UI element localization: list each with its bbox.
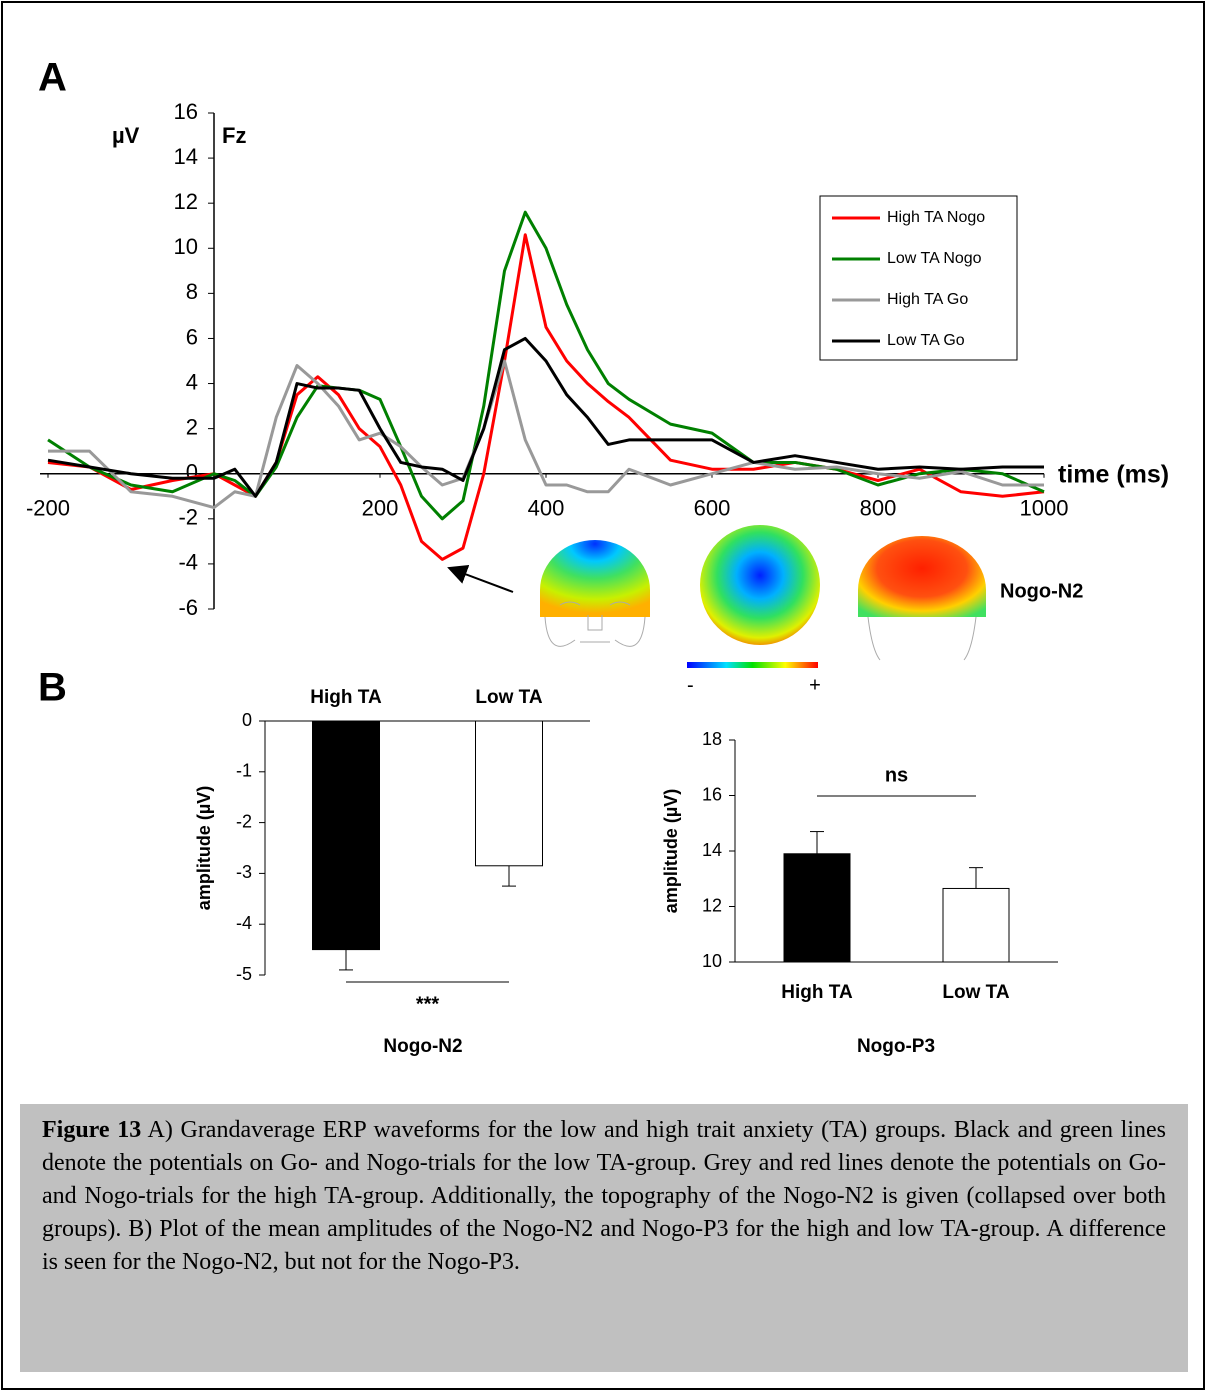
- scale-min: -: [687, 674, 694, 696]
- y-tick-label: -5: [236, 964, 252, 984]
- bar: [312, 720, 380, 951]
- legend-label: High TA Go: [887, 291, 968, 308]
- topomaps: [447, 525, 986, 668]
- legend-box: [819, 195, 1018, 361]
- category-label: High TA: [310, 687, 382, 708]
- y-tick-label: 2: [186, 414, 198, 439]
- category-label: High TA: [781, 982, 853, 1003]
- y-tick-label: -4: [178, 550, 198, 575]
- x-tick-label: -200: [26, 496, 70, 521]
- x-tick-label: 400: [528, 496, 565, 521]
- y-tick-label: 12: [174, 189, 198, 214]
- y-tick-label: 8: [186, 279, 198, 304]
- x-axis-label: Nogo-P3: [857, 1036, 935, 1057]
- y-tick-label: 14: [174, 144, 198, 169]
- x-tick-label: 1000: [1020, 496, 1069, 521]
- x-tick-label: 600: [694, 496, 731, 521]
- y-tick-label: -2: [178, 505, 198, 530]
- legend-label: Low TA Go: [887, 332, 965, 349]
- y-tick-label: 12: [702, 895, 722, 915]
- y-tick-label: 18: [702, 729, 722, 749]
- chart-title: Fz: [222, 123, 246, 148]
- category-label: Low TA: [475, 687, 542, 708]
- y-tick-label: -1: [236, 761, 252, 781]
- scale-max: +: [809, 674, 821, 696]
- caption: Figure 13 A) Grandaverage ERP waveforms …: [20, 1104, 1188, 1372]
- significance-label: ns: [885, 764, 908, 786]
- x-axis-label: Nogo-N2: [383, 1036, 462, 1057]
- y-axis-label: µV: [112, 123, 140, 148]
- x-axis-label: time (ms): [1058, 461, 1169, 489]
- panel-label: B: [38, 666, 67, 710]
- y-tick-label: -6: [178, 595, 198, 620]
- panel-label: A: [38, 56, 67, 100]
- y-tick-label: -3: [236, 862, 252, 882]
- line-series: [47, 210, 1045, 521]
- significance-label: ***: [416, 993, 440, 1015]
- y-tick-label: 0: [242, 710, 252, 730]
- bar: [475, 720, 543, 867]
- x-tick-label: 200: [362, 496, 399, 521]
- y-tick-label: 6: [186, 324, 198, 349]
- y-tick-label: 10: [174, 234, 198, 259]
- y-tick-label: -4: [236, 913, 252, 933]
- x-tick-label: 800: [860, 496, 897, 521]
- bar: [942, 887, 1010, 963]
- bar: [783, 853, 851, 963]
- y-tick-label: 14: [702, 840, 722, 860]
- legend-label: Low TA Nogo: [887, 250, 982, 267]
- category-label: Low TA: [942, 982, 1009, 1003]
- caption-text: A) Grandaverage ERP waveforms for the lo…: [42, 1117, 1167, 1275]
- y-tick-label: 10: [702, 951, 722, 971]
- topo-label: Nogo-N2: [1000, 580, 1083, 602]
- y-axis-label: amplitude (µV): [661, 789, 681, 913]
- legend-label: High TA Nogo: [887, 209, 985, 226]
- y-tick-label: -2: [236, 811, 252, 831]
- caption-label: Figure 13: [42, 1117, 142, 1143]
- y-axis-label: amplitude (µV): [194, 786, 214, 910]
- y-tick-label: 4: [186, 369, 198, 394]
- line-series: [47, 336, 1044, 498]
- y-tick-label: 16: [702, 784, 722, 804]
- y-tick-label: 16: [174, 99, 198, 124]
